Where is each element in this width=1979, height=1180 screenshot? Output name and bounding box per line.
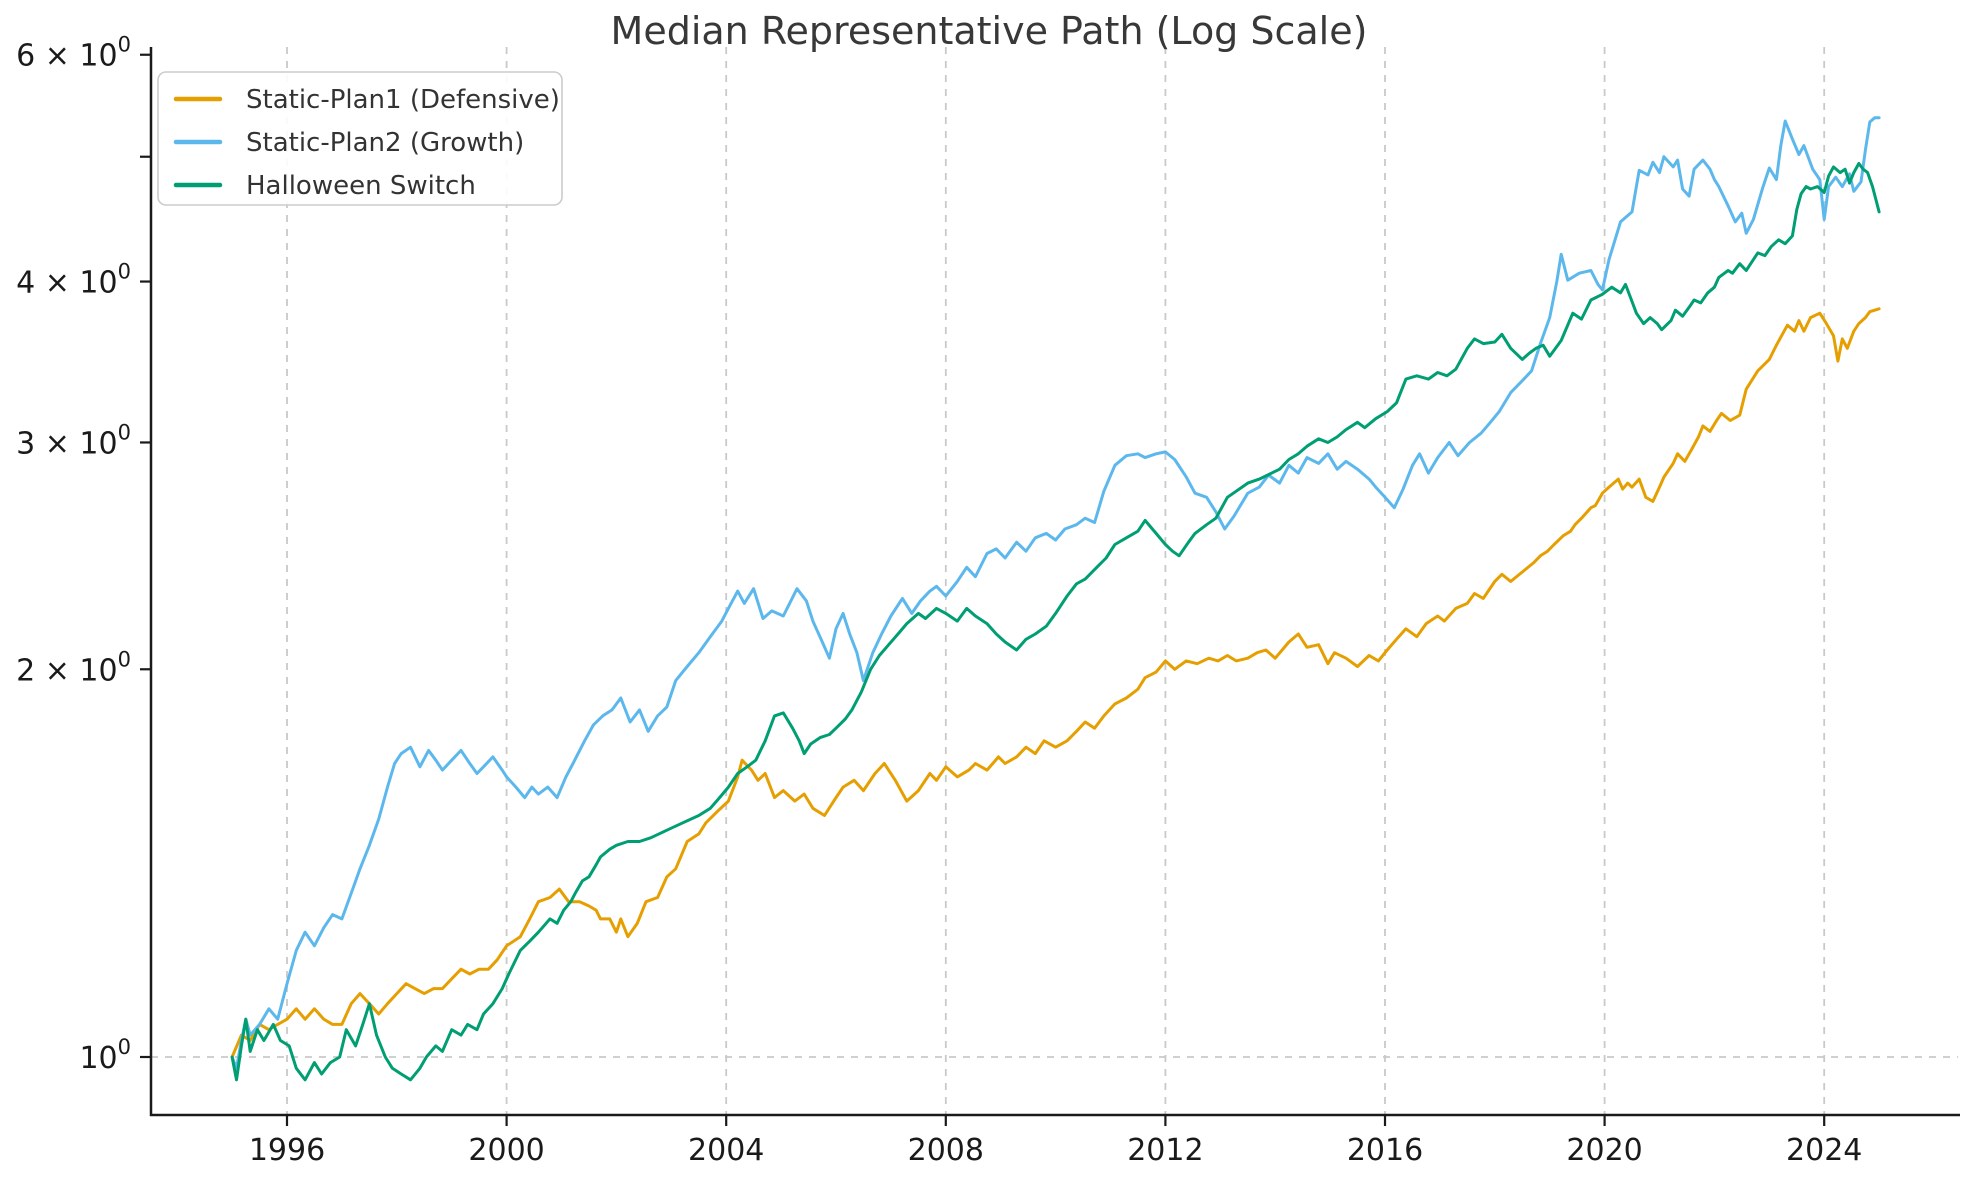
series-line-static-plan1-defensive: [230, 307, 1881, 1059]
chart-title: Median Representative Path (Log Scale): [611, 9, 1368, 53]
x-axis-tick-label: 1996: [249, 1133, 325, 1168]
axes-layer: 1996 2000 2004 2008 2012 2016 2020 2024 100 2 × 1…: [16, 33, 1960, 1168]
y-axis-tick-label: 4 × 100: [16, 260, 131, 301]
y-axis-tick-label: 6 × 100: [16, 33, 131, 74]
x-axis-tick-label: 2008: [908, 1133, 984, 1168]
legend-box: [157, 71, 563, 206]
x-axis-tick-label: 2024: [1786, 1133, 1862, 1168]
series-layer: [230, 116, 1881, 1082]
legend-label-static-plan1-defensive: Static-Plan1 (Defensive): [246, 85, 560, 115]
grid-layer: [151, 47, 1958, 1115]
x-axis-tick-label: 2016: [1347, 1133, 1423, 1168]
series-line-static-plan2-growth: [230, 116, 1881, 1070]
x-axis-tick-label: 2004: [688, 1133, 764, 1168]
x-axis-tick-label: 2020: [1566, 1133, 1642, 1168]
legend: Static-Plan1 (Defensive) Static-Plan2 (Gr…: [157, 71, 563, 206]
x-axis-tick-label: 2012: [1127, 1133, 1203, 1168]
legend-label-static-plan2-growth: Static-Plan2 (Growth): [246, 128, 524, 158]
y-axis-tick-label: 100: [79, 1035, 131, 1076]
y-axis-tick-label: 2 × 100: [16, 647, 131, 688]
legend-label-halloween-switch: Halloween Switch: [246, 171, 476, 201]
y-axis-tick-label: 3 × 100: [16, 420, 131, 461]
x-axis-tick-label: 2000: [468, 1133, 544, 1168]
series-line-halloween-switch: [230, 162, 1881, 1082]
